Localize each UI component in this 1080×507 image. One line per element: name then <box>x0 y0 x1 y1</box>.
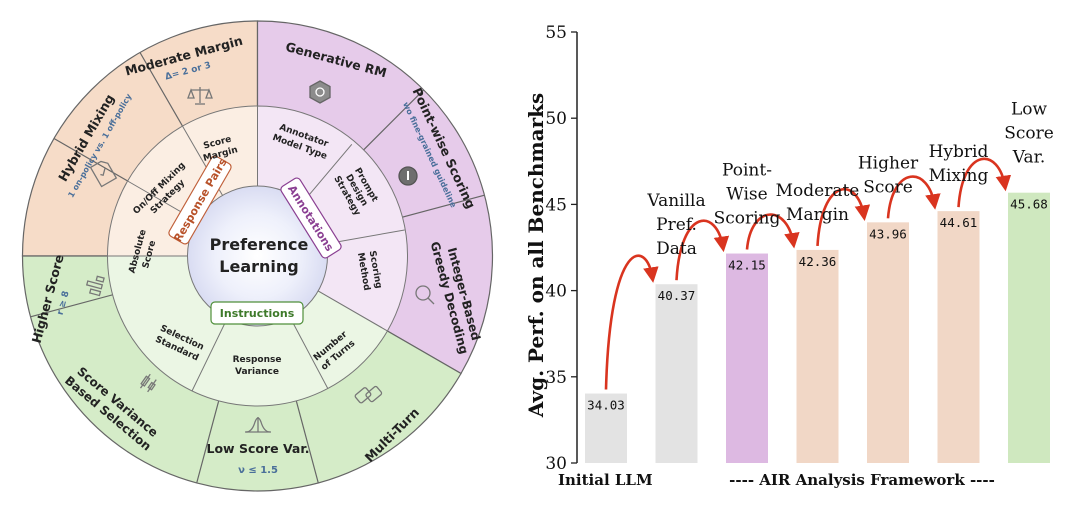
y-tick-label-5: 55 <box>545 23 567 43</box>
bar-value-label-3: 42.36 <box>799 254 837 269</box>
category-label-2: Point- Wise Scoring <box>714 161 781 229</box>
category-label-line-6-2: Var. <box>1012 148 1046 168</box>
pen-icon <box>398 166 418 186</box>
bar-chart-icon <box>85 275 105 297</box>
bar-value-label-6: 45.68 <box>1010 197 1048 212</box>
bar-3 <box>796 249 839 463</box>
bar-value-label-5: 44.61 <box>940 215 978 230</box>
arrows <box>604 157 1012 390</box>
hexagon-refresh-icon <box>309 80 331 104</box>
arrow-2 <box>745 213 800 250</box>
category-label-4: Higher Score <box>858 153 919 197</box>
category-label-line-1-1: Pref. <box>656 215 697 235</box>
svg-text:Low Score Var.: Low Score Var. <box>206 441 309 456</box>
y-tick-label-2: 40 <box>545 282 567 302</box>
bar-6 <box>1008 192 1050 463</box>
bar-value-label-4: 43.96 <box>869 226 907 241</box>
bar-4 <box>867 222 909 463</box>
arrow-3 <box>816 188 871 246</box>
candlestick-icon <box>139 373 157 393</box>
category-label-3: Moderate Margin <box>776 181 860 225</box>
center-title-line2: Learning <box>219 257 298 276</box>
y-tick-label-3: 45 <box>545 195 567 215</box>
y-ticks: 30 35 40 45 50 55 <box>545 23 577 474</box>
performance-bar-chart: 30 35 40 45 50 55 34.03 40.37 42.15 42.36 43.96 44… <box>524 23 1054 489</box>
chat-bubbles-icon <box>354 385 383 404</box>
category-labels: VanillaPref.DataPoint-WiseScoringModerat… <box>646 100 1053 260</box>
category-label-line-6-1: Score <box>1004 124 1054 144</box>
category-label-line-1-2: Data <box>656 239 697 259</box>
outer-low-score-var: Low Score Var. ν ≤ 1.5 <box>206 441 309 476</box>
category-label-instructions: Instructions <box>210 301 304 325</box>
center-title-line1: Preference <box>210 235 309 254</box>
category-label-line-2-0: Point- <box>722 161 772 181</box>
balance-scale-icon <box>187 87 213 105</box>
y-tick-label-1: 35 <box>545 368 567 388</box>
preference-learning-wheel: Preference Learning Response Pairs Annot… <box>21 20 494 492</box>
bar-value-label-0: 34.03 <box>587 398 625 413</box>
x-left-label: Initial LLM <box>558 471 653 489</box>
y-tick-label-4: 50 <box>545 109 567 129</box>
bar-value-label-2: 42.15 <box>728 258 766 273</box>
svg-text:Response: Response <box>233 355 282 365</box>
category-label-line-5-0: Hybrid <box>929 142 989 162</box>
inner-response-variance: Response Variance <box>233 355 282 377</box>
bell-curve-icon <box>245 417 271 433</box>
category-label-line-5-1: Mixing <box>929 166 989 186</box>
bar-2 <box>726 253 768 463</box>
bar-1 <box>655 284 698 463</box>
svg-text:ν ≤ 1.5: ν ≤ 1.5 <box>238 465 278 476</box>
category-label-line-4-1: Score <box>863 177 913 197</box>
arrow-5 <box>957 157 1012 208</box>
bars: 34.03 40.37 42.15 42.36 43.96 44.61 45.68 <box>585 192 1050 463</box>
bar-value-label-1: 40.37 <box>658 288 696 303</box>
document-icon <box>89 160 118 188</box>
category-label-line-6-0: Low <box>1011 100 1048 120</box>
magnifier-icon <box>415 285 435 305</box>
arrow-0 <box>604 254 659 390</box>
y-tick-label-0: 30 <box>545 454 567 474</box>
arrow-1 <box>675 219 730 281</box>
category-label-6: Low Score Var. <box>1004 100 1054 168</box>
category-label-1: Vanilla Pref. Data <box>646 191 705 259</box>
category-label-5: Hybrid Mixing <box>929 142 989 186</box>
bar-5 <box>937 211 980 463</box>
category-label-line-2-2: Scoring <box>714 209 781 229</box>
x-right-label: ---- AIR Analysis Framework ---- <box>729 471 995 489</box>
category-label-line-3-1: Margin <box>786 205 849 225</box>
y-axis-label: Avg. Perf. on all Benchmarks <box>524 93 548 418</box>
category-label-line-3-0: Moderate <box>776 181 860 201</box>
arrow-4 <box>886 175 941 219</box>
category-label-line-4-0: Higher <box>858 153 919 173</box>
category-label-line-1-0: Vanilla <box>646 191 705 211</box>
category-instructions-text: Instructions <box>220 307 295 320</box>
svg-text:Variance: Variance <box>235 367 279 377</box>
category-label-line-2-1: Wise <box>726 185 767 205</box>
bar-0 <box>585 393 627 463</box>
